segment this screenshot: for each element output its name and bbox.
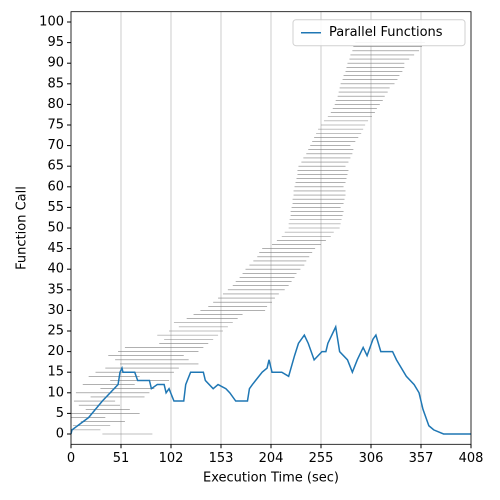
x-tick-label: 306 bbox=[359, 451, 384, 466]
x-tick-label: 408 bbox=[459, 451, 484, 466]
y-tick-label: 80 bbox=[47, 97, 64, 112]
x-tick-label: 0 bbox=[67, 451, 75, 466]
x-axis-label: Execution Time (sec) bbox=[203, 471, 339, 486]
legend-box bbox=[292, 19, 466, 47]
x-tick-label: 255 bbox=[309, 451, 334, 466]
y-tick-label: 55 bbox=[47, 200, 64, 215]
y-tick-label: 95 bbox=[47, 35, 64, 50]
y-tick-label: 40 bbox=[47, 262, 64, 277]
y-axis-label: Function Call bbox=[15, 186, 30, 270]
x-tick-label: 204 bbox=[259, 451, 284, 466]
y-tick-label: 60 bbox=[47, 179, 64, 194]
plot-frame bbox=[70, 11, 472, 445]
y-tick-label: 85 bbox=[47, 76, 64, 91]
y-tick-label: 70 bbox=[47, 138, 64, 153]
series-line bbox=[70, 324, 471, 435]
y-tick-label: 20 bbox=[47, 344, 64, 359]
y-tick-label: 35 bbox=[47, 282, 64, 297]
y-tick-label: 75 bbox=[47, 118, 64, 133]
y-tick-label: 90 bbox=[47, 56, 64, 71]
y-tick-label: 100 bbox=[39, 15, 64, 30]
legend-label: Parallel Functions bbox=[329, 25, 443, 40]
y-tick-label: 45 bbox=[47, 241, 64, 256]
y-tick-label: 0 bbox=[56, 427, 64, 442]
y-tick-label: 15 bbox=[47, 365, 64, 380]
x-tick-label: 102 bbox=[159, 451, 184, 466]
y-tick-label: 50 bbox=[47, 221, 64, 236]
y-tick-label: 65 bbox=[47, 159, 64, 174]
y-tick-label: 30 bbox=[47, 303, 64, 318]
x-tick-label: 51 bbox=[113, 451, 130, 466]
x-tick-label: 153 bbox=[209, 451, 234, 466]
x-tick-label: 357 bbox=[409, 451, 434, 466]
y-tick-label: 25 bbox=[47, 324, 64, 339]
y-tick-label: 5 bbox=[56, 406, 64, 421]
y-tick-label: 10 bbox=[47, 385, 64, 400]
